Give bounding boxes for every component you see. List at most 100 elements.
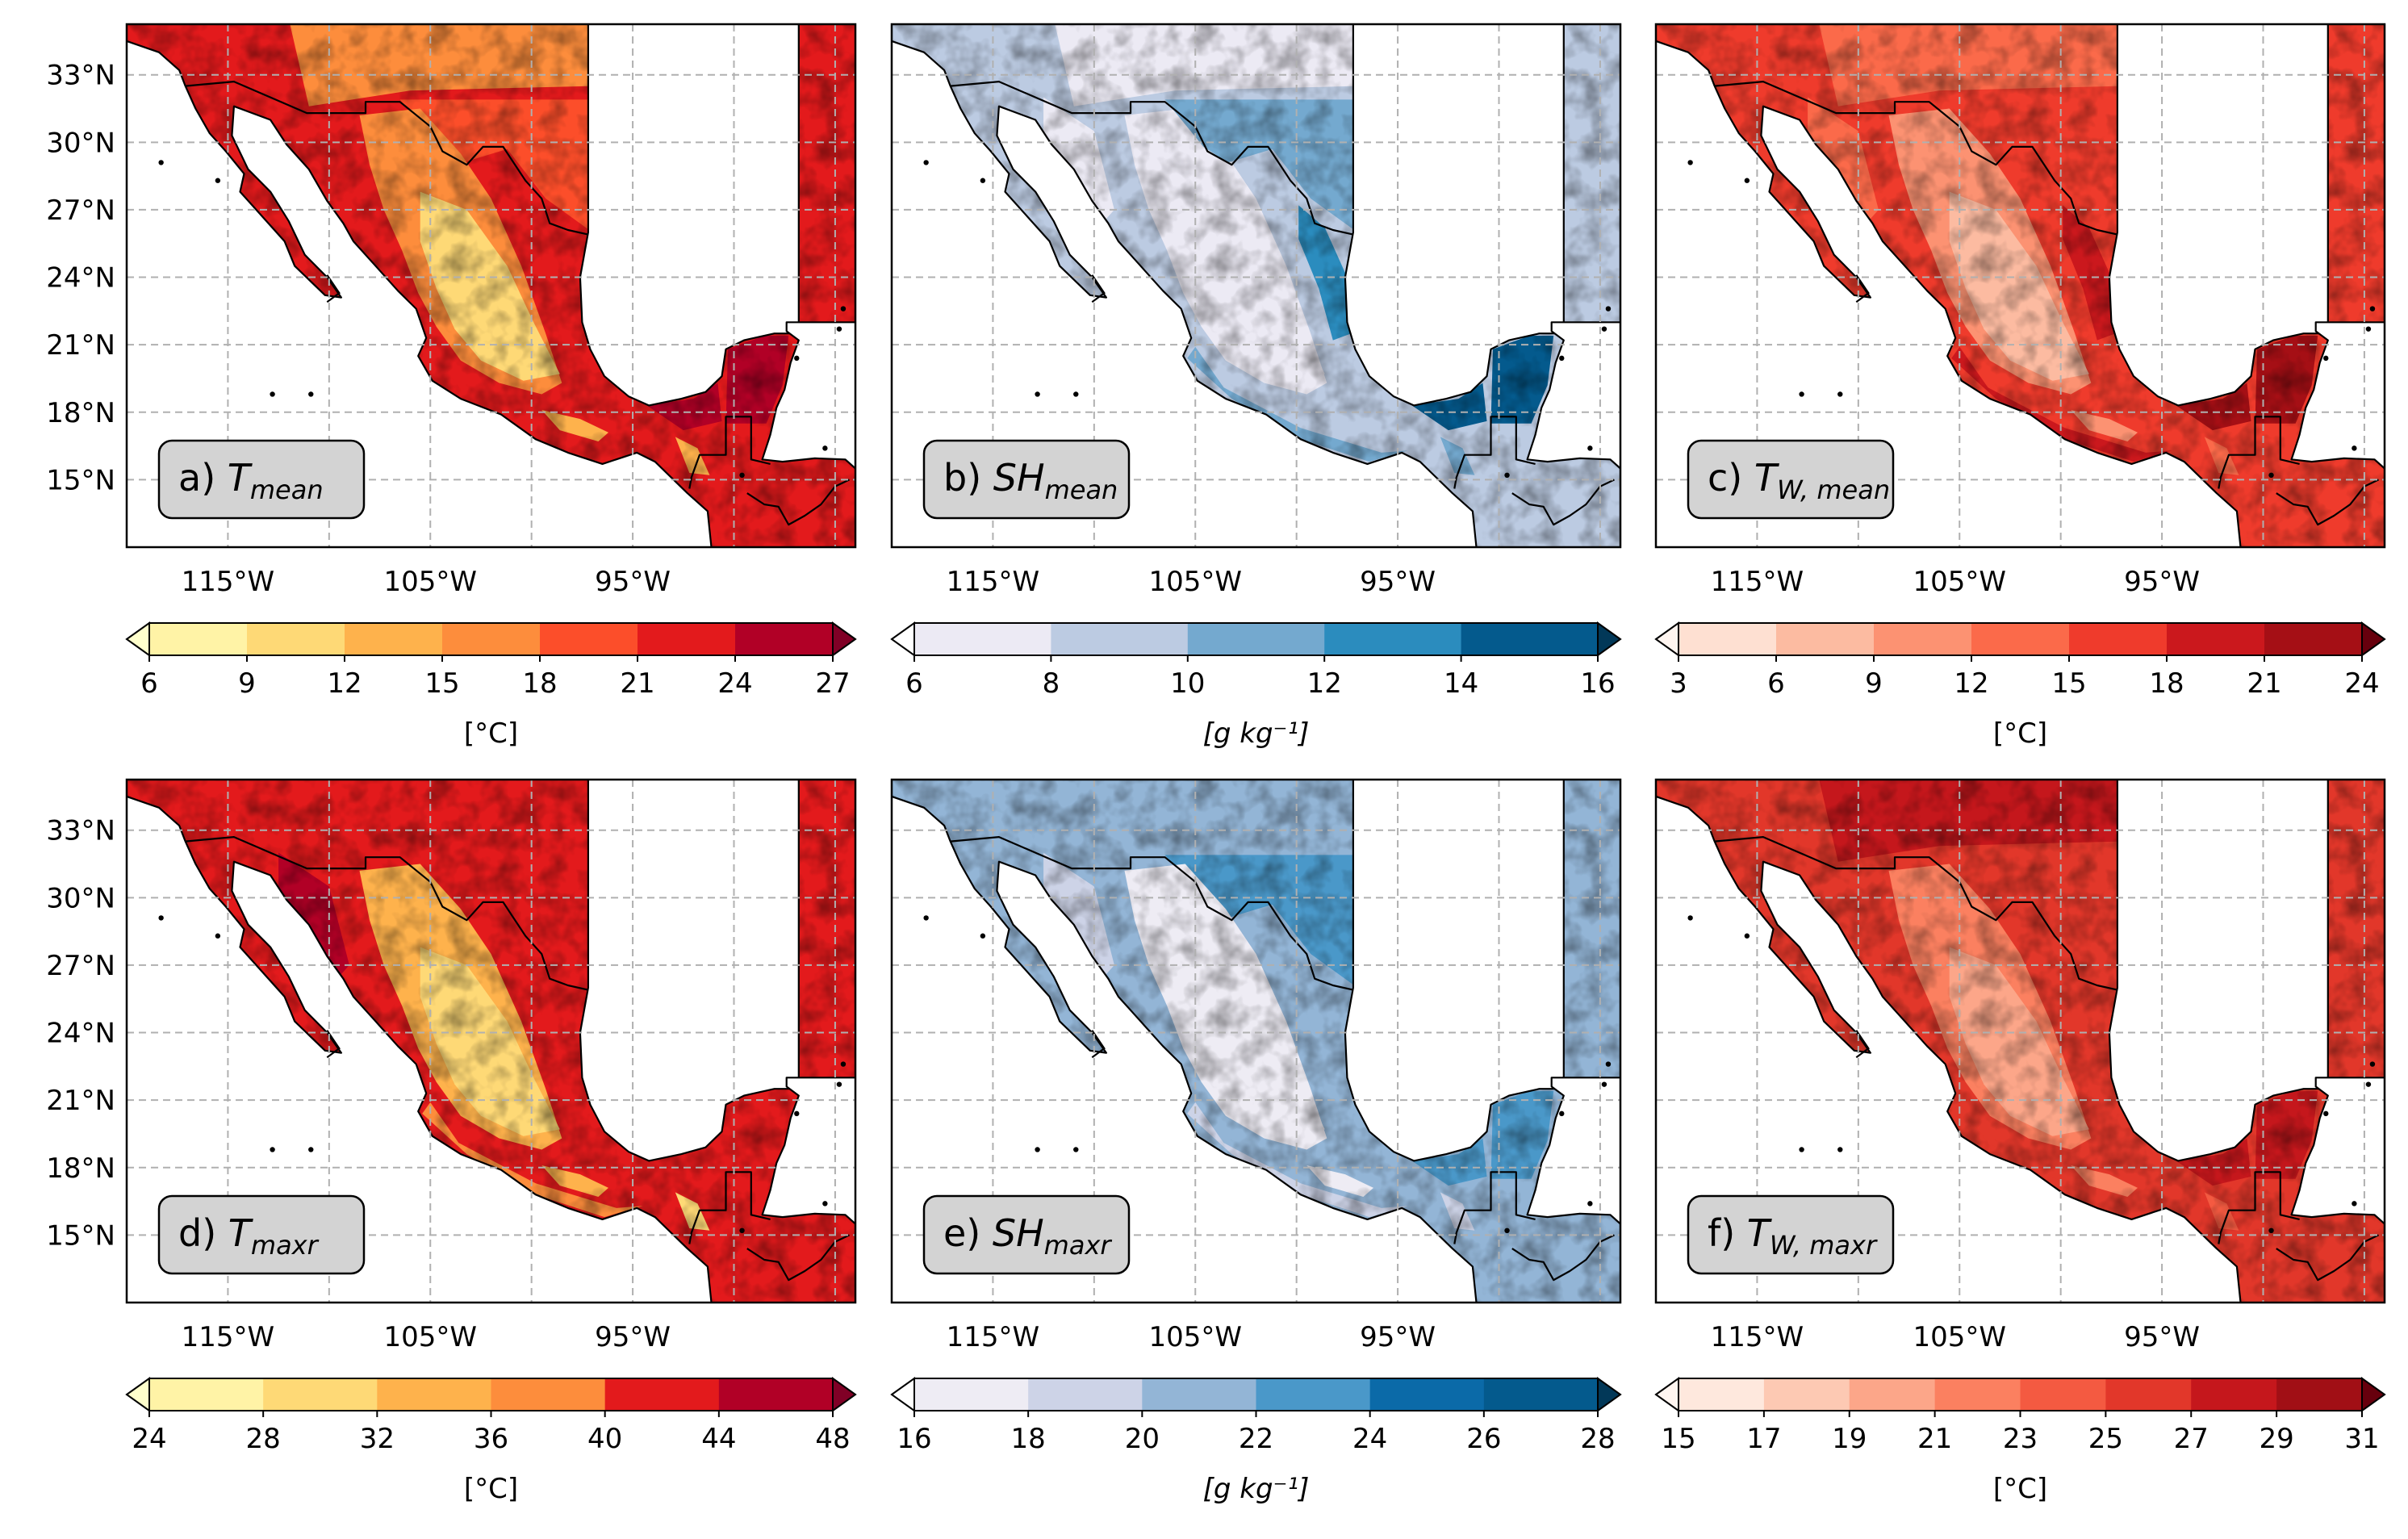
island	[1073, 1147, 1079, 1152]
island	[822, 1201, 828, 1207]
colorbar-segment	[1461, 623, 1599, 655]
island	[1744, 178, 1750, 183]
lat-tick-label: 24°N	[46, 1018, 115, 1050]
colorbar-tick-label: 24	[2344, 667, 2379, 700]
country-border	[185, 835, 589, 991]
map-panel-d: 33°N 30°N 27°N 24°N 21°N 18°N 15°N 115°W 105°W 95…	[46, 778, 866, 1505]
water-body	[1526, 321, 1620, 470]
coastline	[1855, 274, 1870, 303]
colorbar-segment	[2020, 1378, 2106, 1411]
lat-tick-label: 21°N	[46, 1085, 115, 1117]
svg-text:c) TW, mean: c) TW, mean	[1708, 456, 1890, 505]
island	[1035, 1147, 1040, 1152]
colorbar-segment	[914, 623, 1051, 655]
map-panel-e: 115°W 105°W 95°W e) SHmaxr 16 18 20 22 24 26 28 [g …	[890, 778, 1651, 1505]
colorbar-segment	[1776, 623, 1875, 655]
colorbar-segment	[2276, 1378, 2363, 1411]
colorbar-tick-label: 6	[905, 667, 923, 700]
country-border	[2276, 479, 2379, 526]
lat-tick-label: 15°N	[46, 464, 115, 496]
island	[923, 160, 929, 165]
panel-label: e) SHmaxr	[922, 1194, 1131, 1275]
colorbar-segment	[149, 623, 248, 655]
colorbar-tick-label: 15	[1661, 1423, 1695, 1455]
lon-tick-label: 115°W	[1711, 566, 1804, 598]
lon-tick-label: 105°W	[1913, 1321, 2006, 1353]
island	[1605, 1061, 1612, 1067]
colorbar-segment	[1256, 1378, 1371, 1411]
water-body	[127, 795, 713, 1303]
coastline	[326, 274, 341, 303]
island	[1559, 1110, 1565, 1117]
lon-tick-label: 95°W	[1360, 566, 1436, 598]
colorbar-tick-label: 21	[2247, 667, 2281, 700]
island	[861, 1077, 866, 1082]
colorbar-tick-label: 21	[1917, 1423, 1952, 1455]
country-border	[746, 479, 850, 526]
island	[1646, 1080, 1651, 1085]
island	[1504, 472, 1510, 479]
colorbar-tick-label: 24	[1352, 1423, 1387, 1455]
colorbar-segment	[491, 1378, 606, 1411]
island	[2268, 472, 2274, 479]
island	[2369, 1061, 2376, 1067]
island	[1559, 355, 1565, 362]
coastline	[1091, 1030, 1106, 1059]
colorbar-segment	[1849, 1378, 1936, 1411]
island	[158, 160, 164, 165]
colorbar-tick-label: 16	[1580, 667, 1615, 700]
coastline	[1091, 274, 1106, 303]
colorbar-tick-label: 25	[2088, 1423, 2123, 1455]
map-frame	[125, 778, 857, 1304]
country-border	[2276, 1234, 2379, 1282]
water-body	[127, 40, 713, 547]
country-border	[950, 80, 1354, 236]
colorbar-c: 3 6 9 12 15 18 21 24 [°C]	[1654, 621, 2386, 750]
island	[794, 355, 800, 362]
colorbar-tick-label: 27	[815, 667, 850, 700]
colorbar-segment	[263, 1378, 378, 1411]
colorbar-extend-high	[2361, 621, 2386, 657]
lon-tick-label: 95°W	[1360, 1321, 1436, 1353]
map-frame	[890, 23, 1622, 549]
colorbar-segment	[247, 623, 345, 655]
svg-text:d) Tmaxr: d) Tmaxr	[178, 1211, 320, 1261]
island	[270, 1147, 275, 1152]
lon-tick-label: 105°W	[1148, 566, 1242, 598]
country-border	[1453, 416, 1536, 489]
island	[2365, 326, 2372, 332]
island	[215, 178, 221, 183]
island	[2390, 322, 2395, 327]
colorbar-extend-low	[1654, 621, 1679, 657]
colorbar-tick-label: 3	[1670, 667, 1687, 700]
map-panel-b: 115°W 105°W 95°W b) SHmean 6 8 10 12 14 16 [g kg⁻¹…	[890, 23, 1622, 750]
country-border	[2218, 416, 2300, 489]
panel-label: b) SHmean	[922, 439, 1131, 520]
colorbar-f: 15 17 19 21 23 25 27 29 31 [°C]	[1654, 1377, 2386, 1505]
colorbar-unit-label: [°C]	[464, 1473, 518, 1505]
colorbar-tick-label: 40	[587, 1423, 622, 1455]
island	[2268, 1227, 2274, 1234]
island	[980, 178, 986, 183]
country-border	[1714, 835, 2118, 991]
island	[1799, 391, 1804, 397]
country-border	[1453, 1171, 1536, 1244]
colorbar-b: 6 8 10 12 14 16 [g kg⁻¹]	[890, 621, 1622, 750]
map-frame	[125, 23, 857, 549]
water-body	[892, 795, 1478, 1303]
island	[308, 391, 314, 397]
lat-tick-label: 27°N	[46, 950, 115, 982]
island	[840, 306, 847, 312]
colorbar-tick-label: 14	[1444, 667, 1478, 700]
map-panel-f: 115°W 105°W 95°W f) TW, maxr 15 17 19 21 23 25 27 2…	[1654, 778, 2395, 1505]
island	[2323, 355, 2329, 362]
colorbar-tick-label: 12	[1954, 667, 1988, 700]
colorbar-tick-label: 24	[717, 667, 752, 700]
map-panel-a: 33°N 30°N 27°N 24°N 21°N 18°N 15°N 115°W 105°W 95…	[46, 23, 857, 750]
colorbar-tick-label: 19	[1832, 1423, 1867, 1455]
colorbar-extend-high	[1597, 621, 1622, 657]
island	[2390, 1077, 2395, 1082]
island	[215, 933, 221, 939]
colorbar-tick-label: 22	[1239, 1423, 1273, 1455]
island	[1605, 306, 1612, 312]
